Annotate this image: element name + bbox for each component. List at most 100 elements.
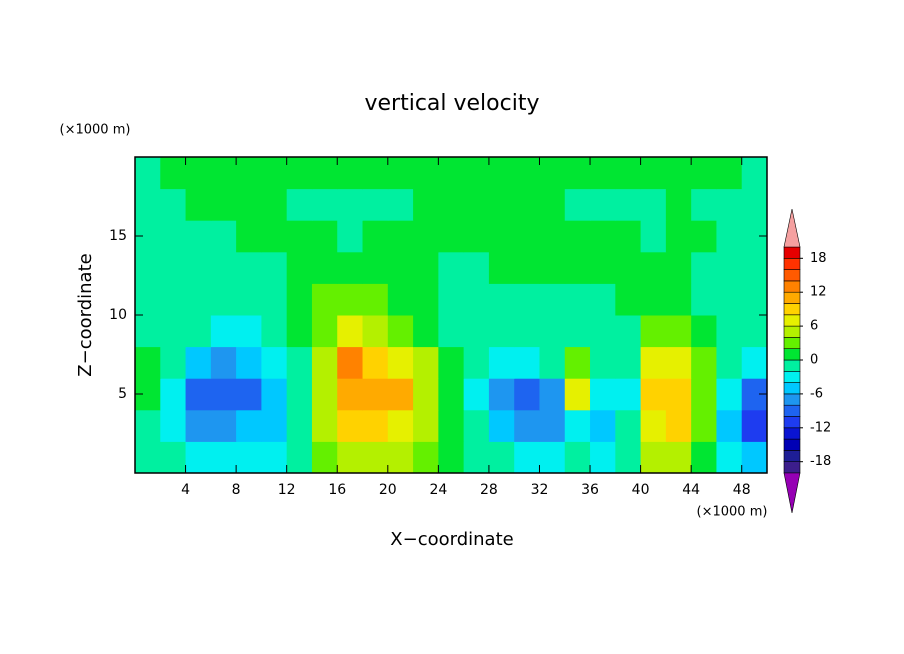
field-cell [286,157,313,190]
field-cell [236,220,262,253]
colorbar-bin [783,269,801,282]
x-tick-label: 4 [181,482,190,498]
field-cell [514,409,540,442]
field-cell [236,157,262,190]
field-cell [640,157,667,190]
field-cell [185,157,212,190]
field-cell [286,409,313,442]
colorbar-bin [783,450,801,462]
field-cell [590,220,616,253]
colorbar-tick-label: -12 [810,420,831,435]
field-cell [413,188,439,221]
field-cell [665,378,692,411]
field-cell [185,315,212,348]
field-cell [261,409,288,442]
field-cell [514,220,540,253]
field-cell [665,346,692,379]
field-cell [539,157,566,190]
field-cell [135,188,161,221]
field-cell [236,283,262,316]
field-cell [691,188,717,221]
field-cell [387,346,414,379]
field-cell [615,220,642,253]
field-cell [615,346,642,379]
field-cell [488,409,515,442]
field-cell [413,157,439,190]
field-cell [665,441,692,474]
field-cell [261,157,288,190]
field-cell [337,220,364,253]
field-cell [311,251,338,284]
field-cell [514,157,540,190]
field-cell [615,251,642,284]
colorbar-bin [783,291,801,304]
field-cell [311,157,338,190]
field-cell [261,188,288,221]
field-cell [488,220,515,253]
field-cell [387,157,414,190]
contour-field [135,157,768,474]
field-cell [311,220,338,253]
field-cell [539,378,566,411]
field-cell [539,441,566,474]
x-tick-label: 28 [480,482,498,498]
x-tick-label: 24 [429,482,447,498]
field-cell [590,441,616,474]
field-cell [564,220,591,253]
field-cell [160,283,187,316]
x-tick-label: 36 [581,482,599,498]
field-cell [539,283,566,316]
field-cell [337,441,364,474]
field-cell [564,346,591,379]
field-cell [337,378,364,411]
field-cell [590,315,616,348]
field-cell [387,283,414,316]
field-cell [539,409,566,442]
field-cell [665,315,692,348]
field-cell [741,157,768,190]
field-cell [741,346,768,379]
colorbar-bin [783,382,801,395]
field-cell [488,346,515,379]
field-cell [362,283,389,316]
field-cell [691,409,717,442]
field-cell [488,441,515,474]
field-cell [741,283,768,316]
field-cell [488,188,515,221]
y-units: (×1000 m) [60,123,131,138]
colorbar: -18 -12 -6 0 6 12 18 [783,208,831,514]
field-cell [286,251,313,284]
field-cell [261,220,288,253]
field-cell [210,315,237,348]
field-cell [640,251,667,284]
y-tick-label: 10 [109,307,127,323]
field-cell [539,220,566,253]
field-cell [337,283,364,316]
field-cell [590,346,616,379]
field-cell [564,315,591,348]
colorbar-bin [783,314,801,327]
field-cell [286,346,313,379]
field-cell [185,346,212,379]
field-cell [640,188,667,221]
field-cell [741,188,768,221]
field-cell [665,251,692,284]
field-cell [665,220,692,253]
field-cell [665,157,692,190]
field-cell [691,315,717,348]
field-cell [362,220,389,253]
field-cell [716,220,743,253]
field-cell [210,441,237,474]
field-cell [236,346,262,379]
field-cell [413,220,439,253]
y-tick-label: 15 [109,228,127,244]
field-cell [387,220,414,253]
field-cell [160,315,187,348]
field-cell [160,409,187,442]
field-cell [665,283,692,316]
field-cell [463,188,490,221]
field-cell [438,283,465,316]
colorbar-under [783,472,801,514]
field-cell [387,409,414,442]
